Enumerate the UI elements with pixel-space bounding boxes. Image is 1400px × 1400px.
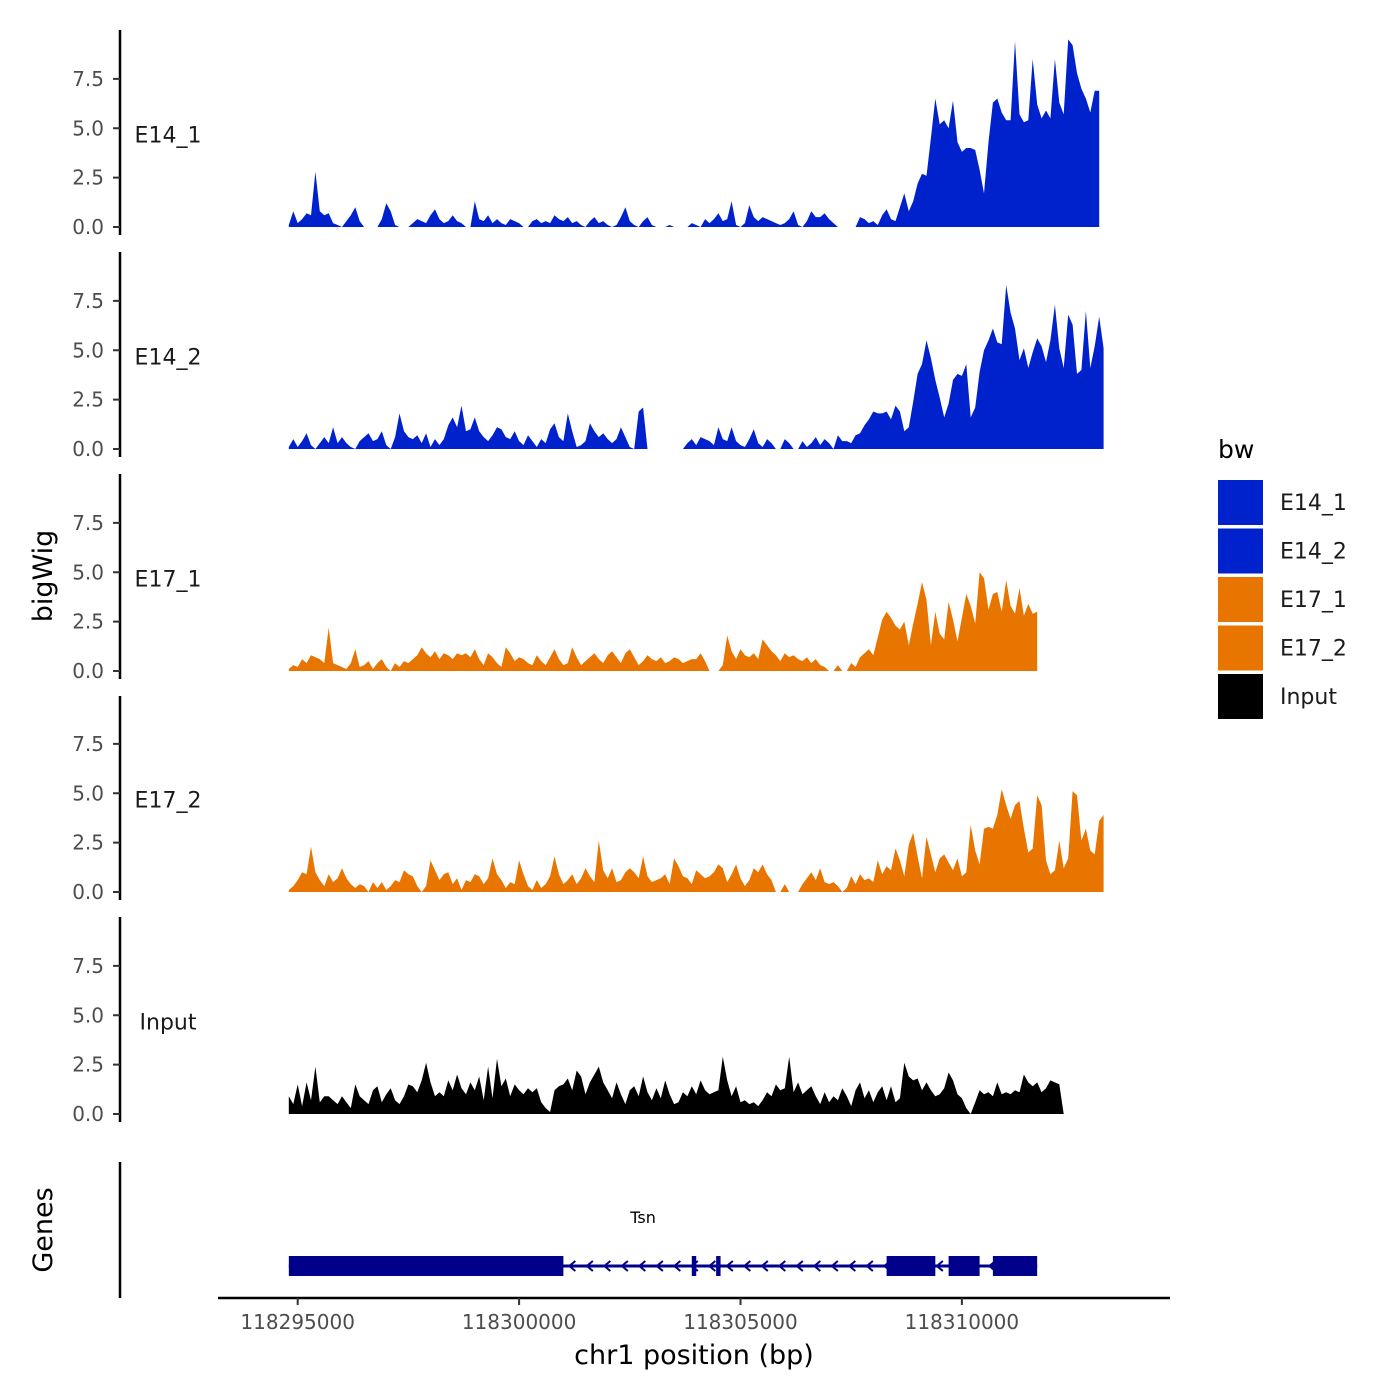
track-E14_2: 0.0 2.5 5.0 7.5 E14_2 [72,252,1104,461]
track-label: E14_1 [135,123,202,148]
track-Input: 0.0 2.5 5.0 7.5 Input [72,917,1064,1126]
y-tick-label: 2.5 [72,1053,104,1077]
y-tick-label: 2.5 [72,388,104,412]
y-tick-label: 7.5 [72,67,104,91]
legend-label: E14_1 [1280,491,1347,516]
exon [288,1256,564,1276]
signal-area-E14_1 [288,39,1100,228]
y-tick-label: 0.0 [72,1102,104,1126]
legend-swatch [1218,625,1263,671]
strand-arrow [672,1260,681,1272]
strand-arrow [777,1260,786,1272]
legend-title: bw [1218,435,1254,464]
legend-item-E17_2: E17_2 [1218,625,1347,671]
signal-area-E17_2 [288,789,1104,892]
legend-label: E17_1 [1280,588,1347,613]
legend-item-E17_1: E17_1 [1218,577,1347,622]
y-tick-label: 7.5 [72,732,104,756]
y-axis-title: bigWig [28,530,59,623]
y-tick-label: 0.0 [72,659,104,683]
strand-arrow [707,1260,716,1272]
legend-items: E14_1 E14_2 E17_1 E17_2 Input [1218,480,1347,719]
x-tick-label: 118310000 [905,1310,1020,1334]
strand-arrow [655,1260,664,1272]
track-label: E17_1 [135,567,202,592]
legend: bw E14_1 E14_2 E17_1 E17_2 Input [1218,435,1347,719]
x-axis: 118295000 118300000 118305000 118310000 chr… [218,1296,1170,1371]
track-label: E17_2 [135,788,202,813]
x-tick-label: 118300000 [462,1310,577,1334]
x-tick-label: 118295000 [240,1310,355,1334]
y-tick-label: 2.5 [72,166,104,190]
signal-area-Input [288,1056,1064,1114]
x-axis-title: chr1 position (bp) [574,1340,814,1371]
y-tick-label: 0.0 [72,880,104,904]
y-tick-label: 5.0 [72,338,104,362]
strand-arrow [812,1260,821,1272]
strand-arrow [935,1260,944,1272]
gene-track-title: Genes [28,1187,59,1272]
y-tick-label: 5.0 [72,116,104,140]
legend-label: E17_2 [1280,637,1347,662]
track-label: E14_2 [135,345,202,370]
x-tick-label: 118305000 [683,1310,798,1334]
strand-arrow [637,1260,646,1272]
strand-arrow [602,1260,611,1272]
strand-arrow [567,1260,576,1272]
y-tick-label: 7.5 [72,511,104,535]
legend-swatch [1218,577,1263,622]
strand-arrow [585,1260,594,1272]
gene-name-label: Tsn [629,1208,656,1227]
exon [691,1256,697,1276]
gene-model [288,1256,1038,1276]
legend-swatch [1218,528,1263,574]
y-tick-label: 7.5 [72,954,104,978]
y-tick-label: 0.0 [72,437,104,461]
strand-arrow [865,1260,874,1272]
track-label: Input [140,1010,197,1035]
strand-arrow [847,1260,856,1272]
strand-arrow [795,1260,804,1272]
y-tick-label: 7.5 [72,289,104,313]
legend-label: E14_2 [1280,540,1347,565]
legend-item-Input: Input [1218,674,1337,719]
y-tick-label: 5.0 [72,1003,104,1027]
y-tick-label: 2.5 [72,610,104,634]
exon [992,1256,1038,1276]
strand-arrow [760,1260,769,1272]
y-tick-label: 5.0 [72,560,104,584]
gene-panel: Tsn Genes [28,1162,1038,1298]
exon [716,1256,721,1276]
signal-area-E14_2 [288,285,1104,449]
legend-swatch [1218,674,1263,719]
legend-item-E14_2: E14_2 [1218,528,1347,574]
legend-swatch [1218,480,1263,525]
strand-arrow [742,1260,751,1272]
x-axis-ticks: 118295000 118300000 118305000 118310000 [240,1298,1019,1334]
signal-tracks: 0.0 2.5 5.0 7.5 E14_1 0.0 2.5 5.0 7.5 E14_2 0.0 2.5… [72,30,1104,1126]
y-tick-label: 2.5 [72,831,104,855]
exon [886,1256,936,1276]
strand-arrow [725,1260,734,1272]
legend-label: Input [1280,685,1337,710]
strand-arrow [830,1260,839,1272]
track-E14_1: 0.0 2.5 5.0 7.5 E14_1 [72,30,1100,239]
strand-arrow [620,1260,629,1272]
track-E17_1: 0.0 2.5 5.0 7.5 E17_1 [72,474,1038,683]
exon [948,1256,980,1276]
y-tick-label: 0.0 [72,215,104,239]
signal-area-E17_1 [288,572,1038,671]
y-tick-label: 5.0 [72,781,104,805]
track-E17_2: 0.0 2.5 5.0 7.5 E17_2 [72,696,1104,904]
legend-item-E14_1: E14_1 [1218,480,1347,525]
